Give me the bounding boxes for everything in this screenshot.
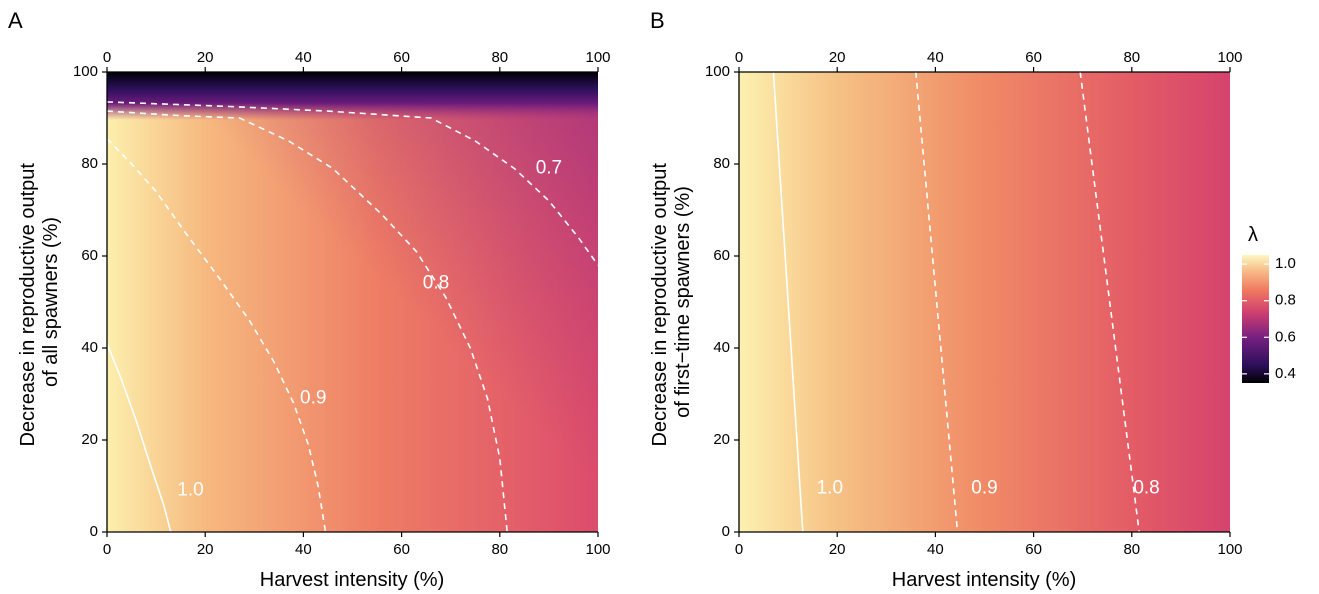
contour-labels-b: 1.0 0.9 0.8 <box>817 477 1160 498</box>
top-tick-label-b: 80 <box>1123 49 1140 66</box>
y-tick-label-a: 100 <box>73 63 98 80</box>
contours-a <box>107 101 598 532</box>
y-tick-label-b: 100 <box>705 63 730 80</box>
axes-b: 0 20 40 60 80 100 0 20 40 60 80 100 0 20 40 60 80 100 <box>705 49 1243 558</box>
top-tick-label-a: 40 <box>295 49 312 66</box>
top-tick-label-a: 80 <box>491 49 508 66</box>
top-tick-label-a: 0 <box>103 49 111 66</box>
legend-title: λ <box>1248 224 1258 246</box>
y-axis-title-a-line1: Decrease in reproductive output <box>17 163 39 447</box>
contour-line-b-0-8 <box>1079 72 1140 532</box>
contour-line-a-1-0 <box>107 343 172 532</box>
x-tick-label-a: 0 <box>103 541 111 558</box>
contour-line-a-0-7 <box>107 101 598 266</box>
y-tick-label-b: 60 <box>713 247 730 264</box>
x-tick-label-a: 40 <box>295 541 312 558</box>
color-legend: λ 1.0 0.8 0.6 0.4 <box>1242 224 1296 383</box>
top-tick-label-b: 0 <box>735 49 743 66</box>
legend-ticks: 1.0 0.8 0.6 0.4 <box>1242 255 1296 382</box>
x-tick-label-b: 80 <box>1123 541 1140 558</box>
contour-label-a-1-0: 1.0 <box>177 480 203 501</box>
panel-a: 1.0 0.9 0.8 0.7 0 20 40 60 80 100 0 20 40 60 80 100 0 20… <box>17 49 611 591</box>
y-axis-title-b: Decrease in reproductive output of first… <box>649 157 694 446</box>
x-axis-title-b: Harvest intensity (%) <box>892 569 1077 591</box>
top-tick-label-a: 20 <box>197 49 214 66</box>
legend-tick-label: 0.8 <box>1275 292 1296 309</box>
y-tick-label-b: 0 <box>722 523 730 540</box>
y-tick-label-b: 40 <box>713 339 730 356</box>
contour-label-b-0-9: 0.9 <box>971 477 997 498</box>
contour-label-a-0-9: 0.9 <box>300 388 326 409</box>
x-axis-title-a: Harvest intensity (%) <box>260 569 445 591</box>
top-tick-label-a: 60 <box>393 49 410 66</box>
y-tick-label-b: 20 <box>713 431 730 448</box>
contour-line-a-0-9 <box>107 138 327 532</box>
x-tick-label-b: 60 <box>1025 541 1042 558</box>
x-tick-label-a: 100 <box>585 541 610 558</box>
top-tick-label-b: 20 <box>829 49 846 66</box>
panel-label-b: B <box>650 8 665 33</box>
y-tick-label-a: 80 <box>81 155 98 172</box>
contours-b <box>772 72 1140 532</box>
contour-label-b-0-8: 0.8 <box>1133 477 1159 498</box>
y-tick-label-a: 40 <box>81 339 98 356</box>
heatmap-b <box>739 72 1230 532</box>
x-tick-label-a: 80 <box>491 541 508 558</box>
y-axis-title-a-line2: of all spawners (%) <box>40 217 62 387</box>
top-tick-label-b: 100 <box>1217 49 1242 66</box>
y-tick-label-a: 0 <box>90 523 98 540</box>
y-tick-label-a: 20 <box>81 431 98 448</box>
heatmap-a <box>107 72 598 532</box>
panel-b: 1.0 0.9 0.8 0 20 40 60 80 100 0 20 40 60 80 100 0 20 40 6… <box>649 49 1243 591</box>
y-tick-label-a: 60 <box>81 247 98 264</box>
legend-colorbar <box>1242 255 1269 383</box>
contour-line-b-1-0 <box>772 72 804 532</box>
y-axis-title-b-line2: of first−time spawners (%) <box>672 186 694 418</box>
x-tick-label-b: 100 <box>1217 541 1242 558</box>
panel-label-a: A <box>8 8 23 33</box>
x-tick-label-b: 20 <box>829 541 846 558</box>
x-tick-label-b: 0 <box>735 541 743 558</box>
y-axis-title-a: Decrease in reproductive output of all s… <box>17 157 62 446</box>
contour-label-a-0-7: 0.7 <box>536 158 562 179</box>
y-tick-label-b: 80 <box>713 155 730 172</box>
contour-labels-a: 1.0 0.9 0.8 0.7 <box>177 158 562 501</box>
top-tick-label-b: 40 <box>927 49 944 66</box>
y-axis-title-b-line1: Decrease in reproductive output <box>649 163 671 447</box>
x-tick-label-a: 60 <box>393 541 410 558</box>
legend-tick-label: 0.4 <box>1275 365 1296 382</box>
top-tick-label-a: 100 <box>585 49 610 66</box>
contour-label-b-1-0: 1.0 <box>817 477 843 498</box>
legend-tick-label: 0.6 <box>1275 328 1296 345</box>
contour-label-a-0-8: 0.8 <box>423 273 449 294</box>
axes-a: 0 20 40 60 80 100 0 20 40 60 80 100 0 20 40 60 80 100 <box>73 49 611 558</box>
contour-line-a-0-8 <box>107 110 508 532</box>
legend-tick-label: 1.0 <box>1275 255 1296 272</box>
x-tick-label-a: 20 <box>197 541 214 558</box>
x-tick-label-b: 40 <box>927 541 944 558</box>
top-tick-label-b: 60 <box>1025 49 1042 66</box>
